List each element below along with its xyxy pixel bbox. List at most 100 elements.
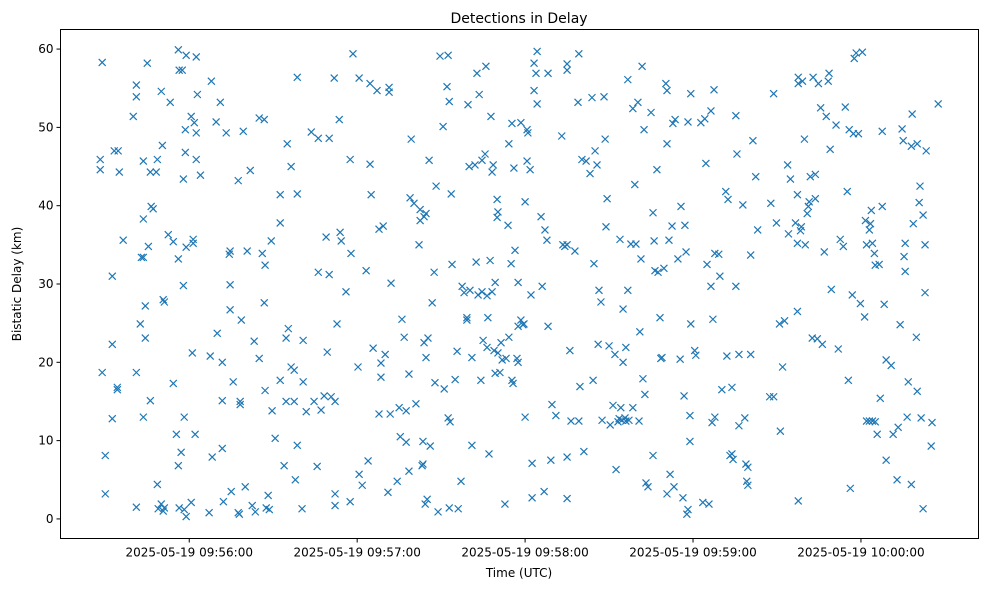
data-point: [428, 298, 437, 307]
data-point: [325, 270, 334, 279]
data-point: [919, 504, 928, 513]
data-point: [444, 51, 453, 60]
data-point: [574, 98, 582, 107]
data-point: [623, 75, 632, 84]
data-point: [367, 190, 376, 199]
data-point: [574, 417, 583, 425]
data-point: [870, 249, 879, 258]
data-point: [860, 312, 869, 321]
data-point: [798, 77, 807, 86]
data-point: [722, 352, 731, 360]
data-point: [866, 219, 875, 228]
data-point: [298, 504, 306, 513]
data-point: [454, 504, 463, 513]
data-point: [119, 236, 128, 245]
data-point: [526, 165, 535, 174]
data-point: [180, 505, 189, 514]
data-point: [894, 423, 903, 432]
data-point: [472, 258, 481, 266]
data-point: [684, 505, 692, 514]
data-point: [912, 333, 921, 342]
data-point: [509, 164, 518, 173]
data-point: [640, 125, 648, 134]
data-point: [144, 242, 153, 251]
data-point: [523, 128, 532, 137]
data-point: [317, 406, 325, 414]
data-point: [836, 235, 845, 244]
data-point: [407, 135, 416, 144]
data-point: [485, 450, 493, 458]
data-point: [619, 358, 627, 367]
data-point: [290, 397, 299, 406]
data-point: [261, 261, 270, 270]
data-point: [820, 247, 829, 256]
data-point: [205, 508, 214, 517]
data-point: [208, 453, 217, 461]
data-point: [291, 475, 300, 484]
data-point: [586, 169, 594, 178]
data-point: [189, 235, 198, 244]
data-point: [907, 480, 916, 489]
data-point: [460, 288, 469, 297]
data-point: [530, 59, 538, 68]
data-point: [141, 334, 150, 342]
data-point: [377, 373, 385, 382]
data-point: [101, 489, 110, 498]
data-point: [349, 49, 357, 58]
data-point: [729, 455, 737, 464]
data-point: [567, 417, 575, 425]
data-point: [527, 291, 535, 299]
data-point: [293, 73, 302, 82]
data-point: [331, 397, 339, 406]
data-point: [654, 268, 662, 277]
data-point: [271, 434, 280, 443]
data-point: [187, 498, 196, 507]
data-point: [491, 278, 500, 287]
data-point: [375, 410, 383, 418]
data-point: [686, 411, 694, 420]
data-point: [335, 115, 344, 124]
data-point: [132, 92, 141, 101]
data-point: [129, 112, 138, 121]
data-point: [868, 239, 877, 248]
data-point: [283, 139, 292, 148]
data-point: [715, 272, 724, 281]
data-point: [889, 430, 898, 439]
data-point: [410, 199, 418, 208]
data-point: [379, 222, 388, 230]
data-point: [439, 122, 448, 131]
data-point: [597, 298, 605, 306]
data-point: [426, 442, 435, 451]
data-point: [398, 315, 406, 324]
data-point: [656, 313, 664, 322]
data-point: [876, 394, 885, 403]
data-point: [425, 156, 434, 165]
data-point: [174, 461, 183, 470]
data-point: [101, 451, 110, 460]
data-point: [666, 470, 674, 479]
data-point: [146, 168, 155, 176]
data-point: [153, 155, 162, 164]
data-point: [582, 157, 591, 165]
data-point: [533, 99, 542, 108]
data-point: [333, 320, 341, 328]
data-point: [896, 320, 905, 329]
data-point: [386, 410, 395, 418]
data-point: [927, 442, 936, 451]
data-point: [260, 298, 269, 307]
data-point: [606, 421, 615, 429]
data-point: [832, 121, 840, 129]
data-point: [504, 221, 512, 230]
y-axis-label: Bistatic Delay (km): [10, 227, 24, 342]
x-tick-label: 2025-05-19 09:57:00: [293, 546, 420, 560]
data-point: [187, 112, 196, 121]
data-point: [919, 211, 928, 220]
data-point: [875, 260, 884, 269]
data-point: [803, 209, 812, 218]
data-point: [494, 208, 502, 216]
data-point: [921, 240, 929, 249]
data-point: [861, 216, 870, 225]
data-point: [387, 279, 395, 288]
data-point: [260, 115, 269, 124]
data-point: [533, 47, 542, 56]
